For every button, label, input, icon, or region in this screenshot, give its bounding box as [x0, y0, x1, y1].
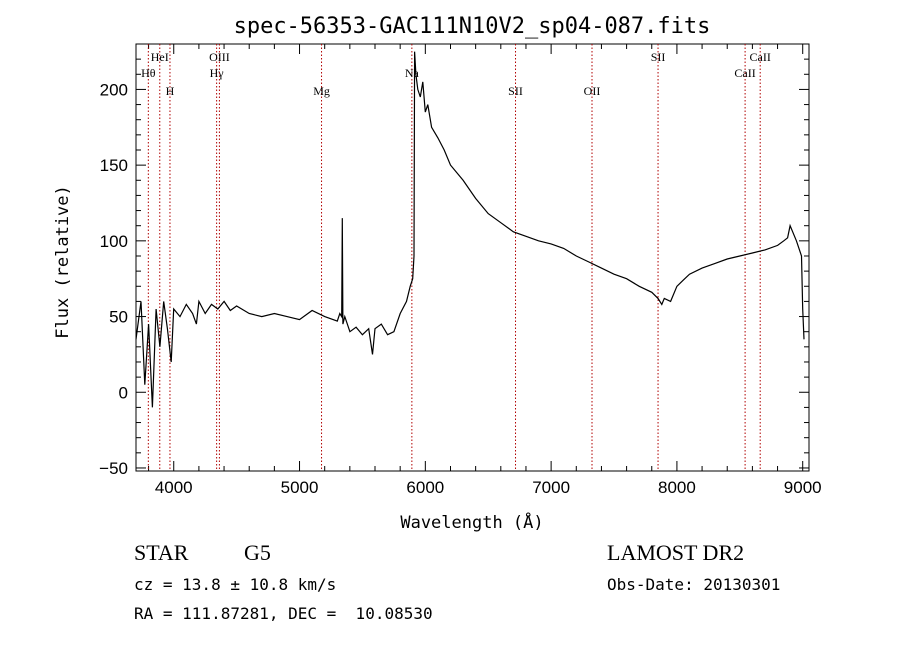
emission-line-label: HeI	[151, 50, 169, 64]
obs-date-text: Obs-Date: 20130301	[607, 575, 781, 594]
emission-line-label: SII	[651, 50, 666, 64]
x-axis-label: Wavelength (Å)	[400, 511, 543, 533]
y-tick-label: 150	[100, 156, 128, 175]
emission-line-label: H	[166, 84, 175, 98]
emission-line-label: OIII	[209, 50, 230, 64]
tick-marks: 4000 5000 6000 7000 8000 9000 −50 0 50 100 150 200	[99, 44, 822, 497]
x-tick-label: 8000	[658, 478, 696, 497]
emission-line-label: CaII	[750, 50, 771, 64]
chart-title: spec-56353-GAC111N10V2_sp04-087.fits	[234, 14, 711, 39]
emission-line-label: Mg	[313, 84, 330, 98]
x-tick-label: 9000	[784, 478, 822, 497]
y-tick-label: 200	[100, 80, 128, 99]
emission-lines: Hθ HeI H Hγ OIII Mg Na SII OII SII CaII CaII	[141, 44, 771, 471]
object-subclass: G5	[244, 540, 271, 565]
x-tick-label: 5000	[281, 478, 319, 497]
emission-line-label: Hθ	[141, 66, 156, 80]
emission-line-label: CaII	[734, 66, 755, 80]
emission-line-label: Na	[405, 66, 420, 80]
plot-axes	[135, 43, 810, 472]
coordinates-text: RA = 111.87281, DEC = 10.08530	[134, 604, 433, 623]
y-tick-label: 50	[109, 308, 128, 327]
x-tick-label: 6000	[406, 478, 444, 497]
object-class: STAR	[134, 540, 189, 565]
y-tick-label: −50	[99, 459, 128, 478]
x-tick-label: 4000	[155, 478, 193, 497]
survey-label: LAMOST DR2	[607, 540, 745, 565]
plot-frame	[135, 43, 810, 472]
emission-line-label: Hγ	[210, 66, 225, 80]
emission-line-label: OII	[584, 84, 601, 98]
y-tick-label: 0	[119, 383, 128, 402]
redshift-text: cz = 13.8 ± 10.8 km/s	[134, 575, 337, 594]
x-tick-label: 7000	[532, 478, 570, 497]
emission-line-label: SII	[508, 84, 523, 98]
y-tick-label: 100	[100, 232, 128, 251]
spectrum-line	[135, 51, 805, 408]
y-axis-label: Flux (relative)	[53, 185, 73, 339]
